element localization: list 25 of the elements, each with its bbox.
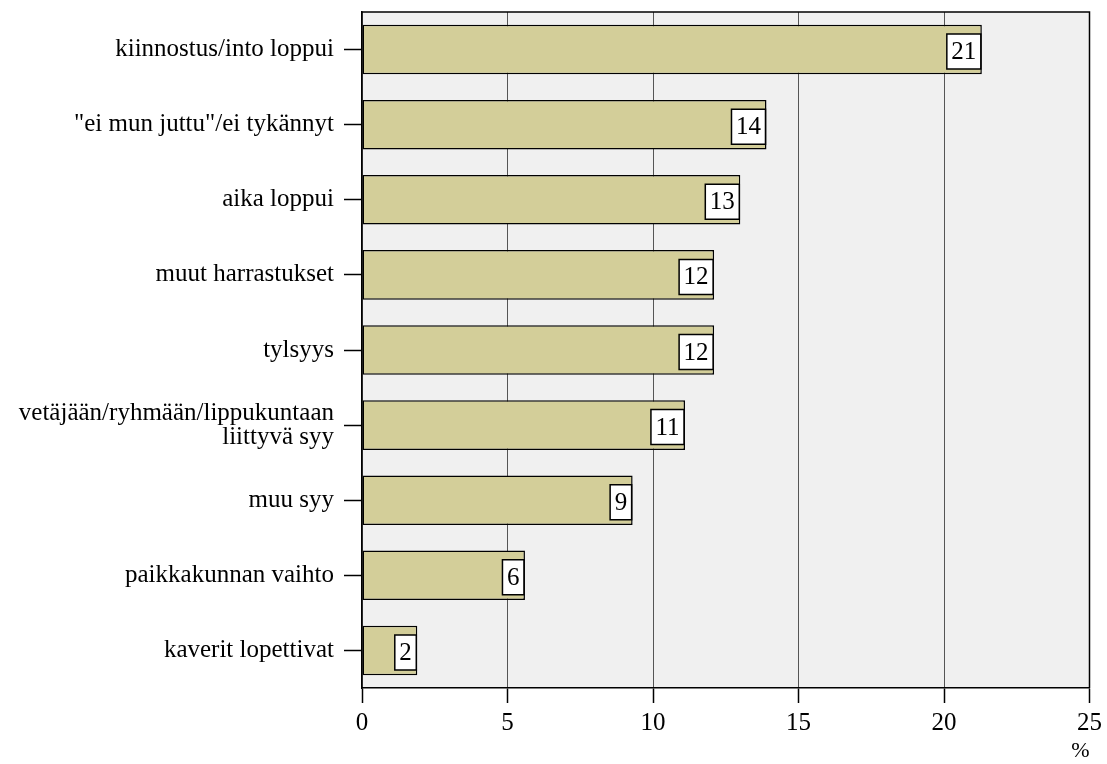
x-tick-label: 20 xyxy=(931,707,957,735)
y-tick-label: kiinnostus/into loppui xyxy=(115,34,335,62)
data-label: 13 xyxy=(709,187,735,215)
x-tick-label: 0 xyxy=(355,707,369,735)
x-axis-title: % xyxy=(1071,736,1090,762)
y-tick-label: kaverit lopettivat xyxy=(163,635,335,663)
data-label: 14 xyxy=(735,112,762,140)
data-label: 12 xyxy=(683,337,709,365)
data-label: 9 xyxy=(614,487,628,515)
x-tick-label: 5 xyxy=(501,707,514,735)
x-tick-label: 15 xyxy=(786,707,811,735)
data-label: 12 xyxy=(683,262,709,290)
data-label: 11 xyxy=(655,412,680,440)
data-label: 2 xyxy=(399,638,412,666)
y-tick-label: tylsyys xyxy=(263,334,334,362)
y-tick-label: muut harrastukset xyxy=(155,259,335,287)
y-tick-label: aika loppui xyxy=(222,184,335,212)
data-label: 21 xyxy=(951,37,977,65)
y-tick-label: vetäjään/ryhmään/lippukuntaan liittyvä syy xyxy=(18,397,335,449)
x-tick-label: 10 xyxy=(640,707,666,735)
data-label: 6 xyxy=(506,562,520,590)
x-tick-label: 25 xyxy=(1077,707,1102,735)
y-tick-label: muu syy xyxy=(248,484,335,512)
y-tick-label: "ei mun juttu"/ei tykännyt xyxy=(74,109,335,137)
y-tick-label: paikkakunnan vaihto xyxy=(125,559,334,587)
